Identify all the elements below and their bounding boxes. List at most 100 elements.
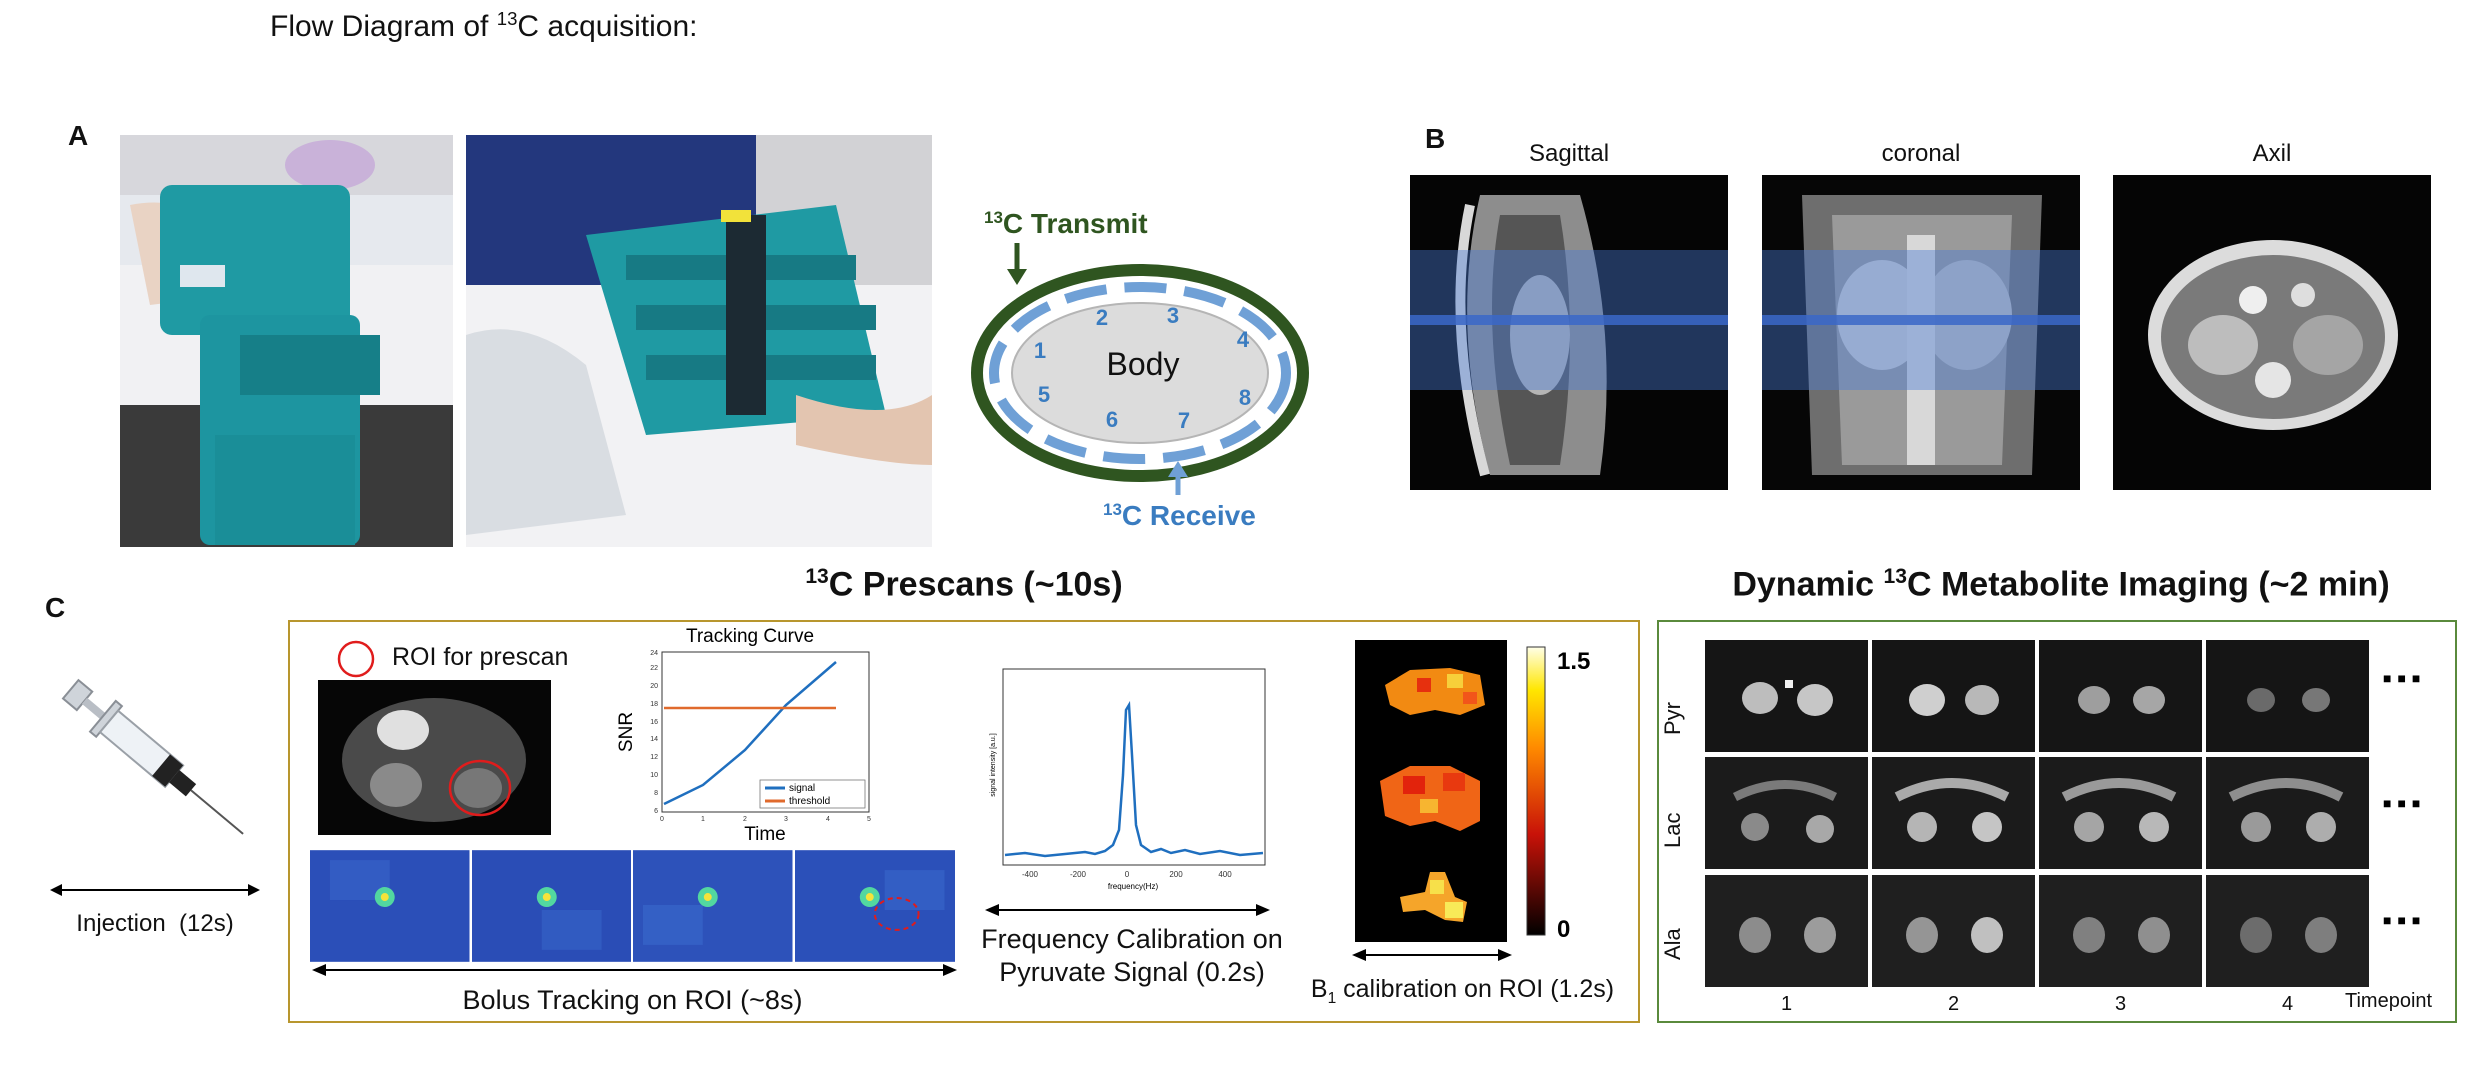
signal-line bbox=[663, 661, 837, 806]
b1-map bbox=[1355, 741, 1507, 840]
metabolite-image bbox=[1705, 757, 1868, 870]
coronal-mri bbox=[1762, 175, 2080, 490]
coronal-mri-drawing bbox=[1762, 175, 2080, 490]
patient-photo-1 bbox=[120, 135, 453, 547]
metabolite-label-lac: Lac bbox=[1660, 812, 1685, 848]
b1-caption: B1 calibration on ROI (1.2s) bbox=[1310, 975, 1615, 1007]
coil-number: 2 bbox=[1096, 305, 1108, 330]
coil-number: 5 bbox=[1038, 382, 1050, 407]
axial-mri-drawing bbox=[2113, 175, 2431, 490]
tracking-xlabel: Time bbox=[744, 824, 786, 845]
metabolite-image bbox=[1872, 757, 2035, 870]
prescans-title: 13C Prescans (~10s) bbox=[805, 565, 1123, 604]
tracking-xtick: 4 bbox=[826, 816, 830, 823]
panel-c-letter: C bbox=[45, 592, 66, 623]
b1-duration-arrow bbox=[1352, 949, 1512, 961]
spectrum-xtick: 200 bbox=[1169, 870, 1183, 879]
tracking-ytick: 10 bbox=[650, 772, 658, 779]
syringe-icon bbox=[61, 678, 244, 835]
roi-label: ROI for prescan bbox=[392, 643, 569, 671]
dynamic-box bbox=[1657, 620, 2457, 1023]
transmit-coil bbox=[971, 264, 1309, 482]
spectrum-xtick: -200 bbox=[1070, 870, 1087, 879]
receive-label: 13C Receive bbox=[1103, 500, 1256, 531]
injection-duration-arrow bbox=[50, 884, 260, 896]
tracking-ytick: 6 bbox=[654, 808, 658, 815]
coil-number: 1 bbox=[1034, 338, 1046, 363]
timepoint-label: 1 bbox=[1780, 993, 1793, 1015]
roi-circle-icon bbox=[337, 640, 375, 678]
bolus-frame bbox=[633, 850, 793, 962]
ellipsis-pyr: ■■■ bbox=[2383, 670, 2427, 686]
prescans-box bbox=[288, 620, 1640, 1023]
tracking-xtick: 0 bbox=[660, 816, 664, 823]
metabolite-image-grid bbox=[1705, 640, 2369, 988]
spectrum-xtick: 400 bbox=[1218, 870, 1232, 879]
timepoint-axis-label: Timepoint bbox=[2345, 990, 2433, 1012]
tracking-ytick: 14 bbox=[650, 736, 658, 743]
timepoint-label: 4 bbox=[2281, 993, 2294, 1015]
spectrum-xlabel: frequency(Hz) bbox=[1108, 882, 1159, 891]
receive-coil-array bbox=[989, 282, 1291, 464]
metabolite-image bbox=[2206, 874, 2369, 987]
coil-number: 6 bbox=[1106, 407, 1118, 432]
roi-axial-image bbox=[318, 680, 551, 835]
timepoint-label: 2 bbox=[1947, 993, 1960, 1015]
sagittal-mri bbox=[1410, 175, 1728, 490]
metabolite-label-pyr: Pyr bbox=[1660, 702, 1685, 735]
coil-number: 8 bbox=[1239, 385, 1251, 410]
spectrum-xtick: -400 bbox=[1022, 870, 1039, 879]
b1-colorbar: 1.5 0 bbox=[1526, 646, 1590, 943]
view-label-coronal: coronal bbox=[1881, 140, 1961, 167]
ellipsis-ala: ■■■ bbox=[2383, 912, 2427, 928]
coil-number: 7 bbox=[1178, 408, 1190, 433]
transmit-label: 13C Transmit bbox=[984, 208, 1148, 239]
metabolite-image bbox=[1705, 640, 1868, 752]
metabolite-image bbox=[1872, 874, 2035, 987]
axial-mri bbox=[2113, 175, 2431, 490]
legend-signal: signal bbox=[789, 783, 815, 794]
tracking-ytick: 18 bbox=[650, 701, 658, 708]
b1-map-stack bbox=[1355, 640, 1507, 942]
receive-arrowhead bbox=[1168, 461, 1188, 477]
tracking-xtick: 1 bbox=[701, 816, 705, 823]
ellipsis-lac: ■■■ bbox=[2383, 795, 2427, 811]
tracking-ytick: 12 bbox=[650, 754, 658, 761]
view-label-sagittal: Sagittal bbox=[1528, 140, 1610, 167]
b1-map bbox=[1355, 842, 1507, 941]
tracking-legend bbox=[759, 779, 866, 809]
colorbar-min: 0 bbox=[1557, 916, 1570, 943]
spectrum-ylabel: signal intensity [a.u.] bbox=[990, 733, 997, 796]
frequency-caption: Frequency Calibration on Pyruvate Signal… bbox=[981, 924, 1283, 987]
tracking-ylabel: SNR bbox=[616, 712, 637, 752]
bolus-label: Bolus Tracking on ROI (~8s) bbox=[462, 985, 803, 1015]
patient-photo-2 bbox=[466, 135, 932, 547]
body-ellipse bbox=[1011, 302, 1269, 444]
metabolite-image bbox=[1705, 874, 1868, 987]
body-label: Body bbox=[1107, 346, 1180, 382]
roi-axial-drawing bbox=[318, 680, 551, 835]
figure-header: Flow Diagram of 13C acquisition: bbox=[270, 8, 698, 43]
tracking-xtick: 2 bbox=[743, 816, 747, 823]
legend-threshold: threshold bbox=[789, 796, 830, 807]
coil-number: 4 bbox=[1237, 327, 1250, 352]
bolus-frame bbox=[794, 850, 955, 962]
metabolite-image bbox=[2206, 757, 2369, 870]
metabolite-image bbox=[2039, 757, 2202, 870]
metabolite-image bbox=[2039, 640, 2202, 752]
timepoint-label: 3 bbox=[2114, 993, 2127, 1015]
tracking-ytick: 22 bbox=[650, 665, 658, 672]
tracking-ytick: 24 bbox=[650, 650, 658, 657]
spectrum-axes bbox=[1002, 668, 1266, 866]
tracking-xtick: 3 bbox=[784, 816, 788, 823]
sagittal-mri-drawing bbox=[1410, 175, 1728, 490]
coil-diagram: 13C Transmit Body 1 2 3 4 5 6 7 8 13C Re… bbox=[971, 208, 1309, 531]
metabolite-image bbox=[2206, 640, 2369, 752]
bolus-frame bbox=[471, 850, 631, 962]
view-label-axial: Axil bbox=[2252, 140, 2292, 167]
transmit-arrowhead bbox=[1007, 269, 1027, 285]
spectrum-xtick: 0 bbox=[1125, 870, 1130, 879]
spectrum-line bbox=[1004, 700, 1264, 858]
tracking-ytick: 16 bbox=[650, 719, 658, 726]
frequency-duration-arrow bbox=[985, 904, 1270, 916]
